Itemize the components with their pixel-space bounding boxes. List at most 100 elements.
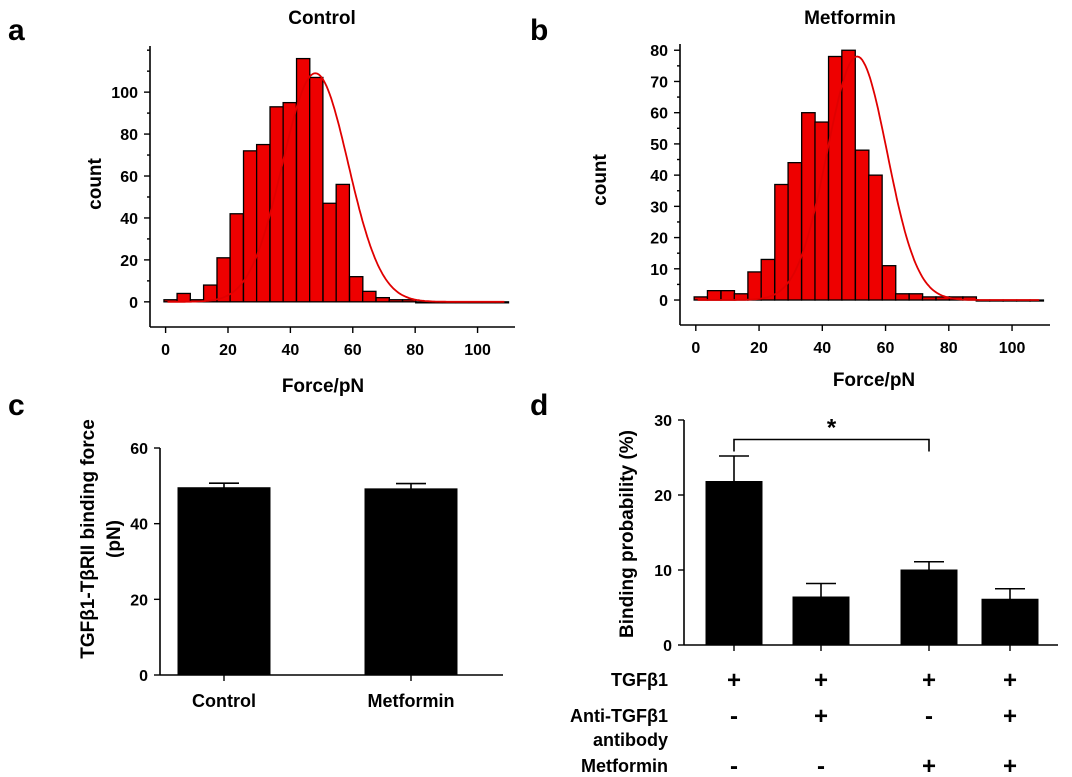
panel-letter-a: a <box>8 14 25 47</box>
panel-a-x-tick-label: 60 <box>344 342 362 359</box>
panel-a-gaussian-fit-line <box>167 72 505 303</box>
panel-d-y-tick-label: 0 <box>663 638 672 655</box>
panel-b-bar <box>894 293 910 301</box>
panel-c-category-label: Metformin <box>368 691 455 711</box>
panel-letter-d: d <box>530 389 548 422</box>
panel-d-condition-sign: + <box>922 753 936 777</box>
panel-b-histogram: 0 10 20 30 40 50 60 70 80 0 20 40 60 80 100 <box>650 43 1050 357</box>
panel-b-y-tick-label: 0 <box>659 293 668 310</box>
panel-d-condition-sign: + <box>922 667 936 694</box>
panel-a-y-tick-label: 80 <box>120 127 138 144</box>
panel-a-bar <box>308 76 324 303</box>
panel-c-bar <box>364 488 458 676</box>
panel-b-xlabel: Force/pN <box>833 370 915 391</box>
panel-d-condition-sign: - <box>730 753 738 777</box>
panel-c-category-label: Control <box>192 691 256 711</box>
panel-d-bar <box>792 596 850 646</box>
panel-b-bar <box>720 290 736 301</box>
panel-d-condition-label: Anti-TGFβ1 <box>570 706 668 726</box>
panel-b-bar <box>841 49 856 301</box>
panel-b-x-tick-label: 40 <box>813 340 831 357</box>
panel-b-y-tick-label: 10 <box>650 262 668 279</box>
panel-d-condition-label-line2: antibody <box>593 730 668 750</box>
panel-d-y-tick-label: 10 <box>654 563 672 580</box>
panel-d-y-tick-label: 30 <box>654 413 672 430</box>
panel-b-bar <box>854 149 870 301</box>
panel-b-bar <box>706 290 722 301</box>
panel-d-condition-sign: - <box>925 703 933 730</box>
panel-b-bar <box>921 296 937 301</box>
panel-c-bar-chart: 0 20 40 60 Control Metformin <box>130 441 503 711</box>
panel-d-condition-label: TGFβ1 <box>611 670 668 690</box>
panel-a-bar <box>375 296 391 303</box>
panel-b-x-tick-label: 100 <box>999 340 1026 357</box>
panel-b-bar <box>908 293 924 301</box>
panel-c-y-tick-label: 40 <box>130 517 148 534</box>
panel-b-bar <box>760 258 776 301</box>
panel-d-bar <box>900 569 958 646</box>
panel-a-y-tick-label: 0 <box>129 295 138 312</box>
panel-d-condition-sign: + <box>1003 667 1017 694</box>
panel-a-bar <box>322 202 337 303</box>
panel-a-x-tick-label: 0 <box>161 342 170 359</box>
panel-a-bar <box>401 299 417 303</box>
panel-d-significance-bracket <box>733 438 930 452</box>
panel-c-ylabel-line1: TGFβ1-TβRII binding force <box>78 419 99 659</box>
panel-a-title: Control <box>288 8 356 29</box>
panel-d-condition-sign: + <box>1003 753 1017 777</box>
panel-b-y-tick-label: 20 <box>650 231 668 248</box>
panel-d-ylabel: Binding probability (%) <box>617 430 638 638</box>
panel-b-x-tick-label: 20 <box>750 340 768 357</box>
panel-b-y-tick-label: 60 <box>650 106 668 123</box>
panel-a-histogram: 0 20 40 60 80 100 0 20 40 60 80 100 <box>111 46 515 359</box>
panel-d-bar-chart: 0 10 20 30 * TGFβ1 + + + + Anti-TGFβ1 antibody - + - + M… <box>570 413 1058 777</box>
panel-a-bar <box>362 290 377 303</box>
panel-b-bar <box>747 271 763 301</box>
panel-b-bar <box>881 265 897 301</box>
panel-d-condition-sign: + <box>814 667 828 694</box>
panel-b-x-tick-label: 80 <box>940 340 958 357</box>
panel-b-y-tick-label: 50 <box>650 137 668 154</box>
panel-d-condition-sign: + <box>814 703 828 730</box>
panel-d-condition-label: Metformin <box>581 756 668 776</box>
panel-a-bar <box>335 183 351 303</box>
panel-a-y-tick-label: 40 <box>120 211 138 228</box>
panel-d-bar <box>705 481 763 646</box>
panel-a-x-tick-label: 80 <box>406 342 424 359</box>
panel-a-bar <box>348 276 364 303</box>
panel-a-y-tick-label: 60 <box>120 169 138 186</box>
panel-letter-b: b <box>530 14 548 47</box>
panel-a-bar <box>388 299 404 303</box>
panel-a-x-tick-label: 20 <box>219 342 237 359</box>
panel-b-bar <box>814 121 830 301</box>
panel-b-ylabel: count <box>590 153 611 205</box>
panel-c-ylabel-line2: (pN) <box>104 520 125 558</box>
panel-d-y-tick-label: 20 <box>654 488 672 505</box>
panel-b-y-tick-label: 80 <box>650 43 668 60</box>
panel-a-x-tick-label: 40 <box>281 342 299 359</box>
panel-b-bar <box>774 183 789 301</box>
panel-a-y-tick-label: 20 <box>120 253 138 270</box>
panel-d-condition-sign: - <box>730 703 738 730</box>
panel-b-title: Metformin <box>804 8 896 29</box>
panel-a-y-tick-label: 100 <box>111 85 138 102</box>
panel-c-bar <box>177 487 271 676</box>
panel-d-condition-sign: + <box>1003 703 1017 730</box>
panel-b-y-tick-label: 40 <box>650 168 668 185</box>
panel-d-bar <box>981 598 1039 646</box>
panel-a-bar <box>295 57 311 303</box>
panel-b-bar <box>868 174 883 301</box>
panel-c-y-tick-label: 20 <box>130 592 148 609</box>
panel-a-x-tick-label: 100 <box>464 342 491 359</box>
panel-d-condition-sign: - <box>817 753 825 777</box>
panel-c-y-tick-label: 60 <box>130 441 148 458</box>
panel-b-gaussian-fit-line <box>697 55 1040 301</box>
panel-b-x-tick-label: 60 <box>877 340 895 357</box>
panel-c-y-tick-label: 0 <box>139 668 148 685</box>
panel-d-condition-sign: + <box>727 667 741 694</box>
panel-a-xlabel: Force/pN <box>282 376 364 397</box>
panel-b-x-tick-label: 0 <box>691 340 700 357</box>
panel-letter-c: c <box>8 389 25 422</box>
panel-a-ylabel: count <box>85 157 106 209</box>
